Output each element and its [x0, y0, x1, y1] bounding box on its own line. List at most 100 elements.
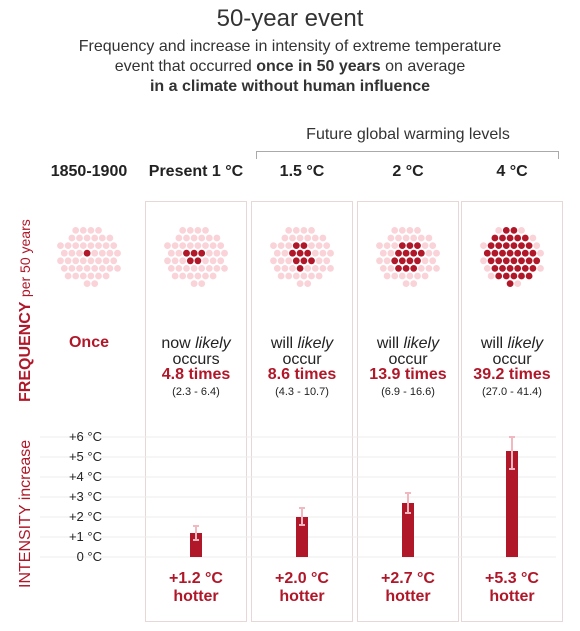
dot-event	[487, 242, 495, 250]
dot-event	[521, 249, 529, 257]
frequency-text-4: will likely occur	[460, 336, 564, 368]
dot-empty	[398, 272, 406, 280]
dot-event	[304, 249, 312, 257]
frequency-range-2: (4.3 - 10.7)	[275, 386, 329, 398]
dot-event	[502, 227, 510, 234]
frequency-verb: occur	[282, 351, 322, 368]
dot-empty	[95, 242, 102, 250]
y-tick-label: +4 °C	[69, 469, 102, 484]
dot-empty	[205, 249, 213, 257]
frequency-likely: likely	[507, 335, 544, 352]
dot-empty	[186, 227, 194, 234]
dot-event	[510, 227, 518, 234]
dot-empty	[289, 234, 296, 242]
dot-empty	[379, 265, 387, 272]
dot-empty	[425, 249, 433, 257]
dot-event	[514, 265, 522, 272]
dot-empty	[91, 234, 99, 242]
future-group-bracket	[256, 151, 559, 159]
y-tick-label: 0 °C	[77, 549, 102, 564]
dot-empty	[72, 272, 80, 280]
dot-empty	[79, 227, 87, 234]
dot-event	[499, 249, 506, 257]
dot-event	[398, 257, 406, 265]
dot-event	[502, 272, 510, 280]
dot-empty	[410, 234, 418, 242]
dot-empty	[379, 249, 387, 257]
dot-empty	[198, 280, 206, 287]
intensity-bar-2	[296, 517, 308, 557]
dot-empty	[319, 265, 327, 272]
dot-event	[417, 249, 425, 257]
dot-event	[406, 242, 414, 250]
dot-empty	[87, 242, 95, 250]
dot-empty	[376, 242, 383, 250]
y-tick-label: +2 °C	[69, 509, 102, 524]
dot-empty	[167, 249, 175, 257]
dot-empty	[68, 265, 76, 272]
dot-empty	[179, 257, 187, 265]
dot-event	[300, 242, 308, 250]
dot-empty	[64, 272, 72, 280]
intensity-label-3: +2.7 °C	[381, 570, 435, 587]
dot-empty	[179, 242, 187, 250]
dot-event	[514, 234, 522, 242]
dot-empty	[114, 265, 121, 272]
dot-empty	[402, 234, 410, 242]
dot-empty	[72, 242, 80, 250]
subtitle-line-2: event that occurred once in 50 years on …	[0, 58, 580, 76]
dot-empty	[391, 242, 399, 250]
dot-event	[398, 242, 406, 250]
dot-event	[190, 249, 198, 257]
dot-empty	[213, 265, 221, 272]
dot-empty	[391, 272, 399, 280]
column-header-4: 4 °C	[496, 163, 528, 180]
dot-event	[483, 249, 491, 257]
dot-event	[521, 265, 529, 272]
y-tick-label: +3 °C	[69, 489, 102, 504]
dot-empty	[285, 272, 293, 280]
dot-event	[296, 265, 304, 272]
dot-event	[510, 257, 518, 265]
dot-empty	[308, 227, 315, 234]
frequency-range-4: (27.0 - 41.4)	[482, 386, 542, 398]
y-tick-label: +6 °C	[69, 429, 102, 444]
dot-empty	[315, 242, 323, 250]
dot-event	[402, 249, 410, 257]
dot-event	[83, 249, 91, 257]
dot-empty	[102, 272, 110, 280]
dot-empty	[186, 272, 194, 280]
dot-empty	[79, 257, 87, 265]
dot-event	[414, 257, 421, 265]
dot-empty	[102, 242, 110, 250]
dot-event	[292, 242, 300, 250]
dot-empty	[194, 242, 202, 250]
dot-empty	[106, 249, 114, 257]
dot-empty	[167, 265, 175, 272]
dot-empty	[76, 249, 83, 257]
dot-empty	[217, 257, 225, 265]
dot-empty	[202, 242, 209, 250]
dot-empty	[281, 234, 289, 242]
frequency-text-2: will likely occur	[250, 336, 354, 368]
dot-event	[518, 242, 525, 250]
dot-empty	[95, 257, 102, 265]
dot-empty	[209, 242, 217, 250]
intensity-label-1: +1.2 °C	[169, 570, 223, 587]
dot-empty	[190, 280, 198, 287]
dot-empty	[533, 242, 541, 250]
dot-empty	[110, 257, 118, 265]
subtitle-line-1: Frequency and increase in intensity of e…	[78, 38, 502, 55]
dot-empty	[281, 265, 289, 272]
dot-empty	[480, 257, 487, 265]
dot-empty	[183, 234, 190, 242]
dot-empty	[285, 242, 293, 250]
dot-empty	[273, 249, 281, 257]
dot-empty	[421, 257, 429, 265]
dot-empty	[164, 257, 171, 265]
column-panel-2	[251, 201, 353, 622]
dot-empty	[98, 234, 106, 242]
dot-empty	[91, 280, 99, 287]
dot-empty	[106, 265, 114, 272]
dot-empty	[319, 234, 327, 242]
